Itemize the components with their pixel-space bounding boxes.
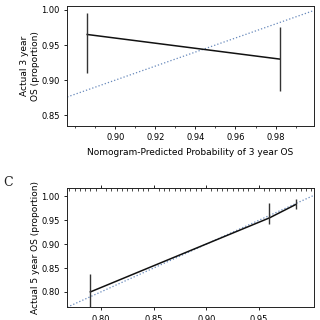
Text: C: C [3,176,13,189]
Y-axis label: Actual 5 year OS (proportion): Actual 5 year OS (proportion) [31,181,40,314]
Y-axis label: Actual 3 year
OS (proportion): Actual 3 year OS (proportion) [20,31,40,101]
X-axis label: Nomogram-Predicted Probability of 3 year OS: Nomogram-Predicted Probability of 3 year… [87,148,293,157]
